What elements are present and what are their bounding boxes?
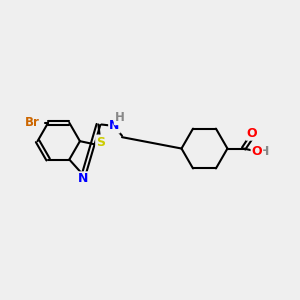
Text: O: O [247,127,257,140]
Text: H: H [259,145,269,158]
Text: S: S [96,136,105,148]
Text: N: N [109,119,119,133]
Text: N: N [78,172,89,185]
Text: Br: Br [26,116,40,129]
Text: H: H [115,111,124,124]
Text: O: O [252,145,262,158]
